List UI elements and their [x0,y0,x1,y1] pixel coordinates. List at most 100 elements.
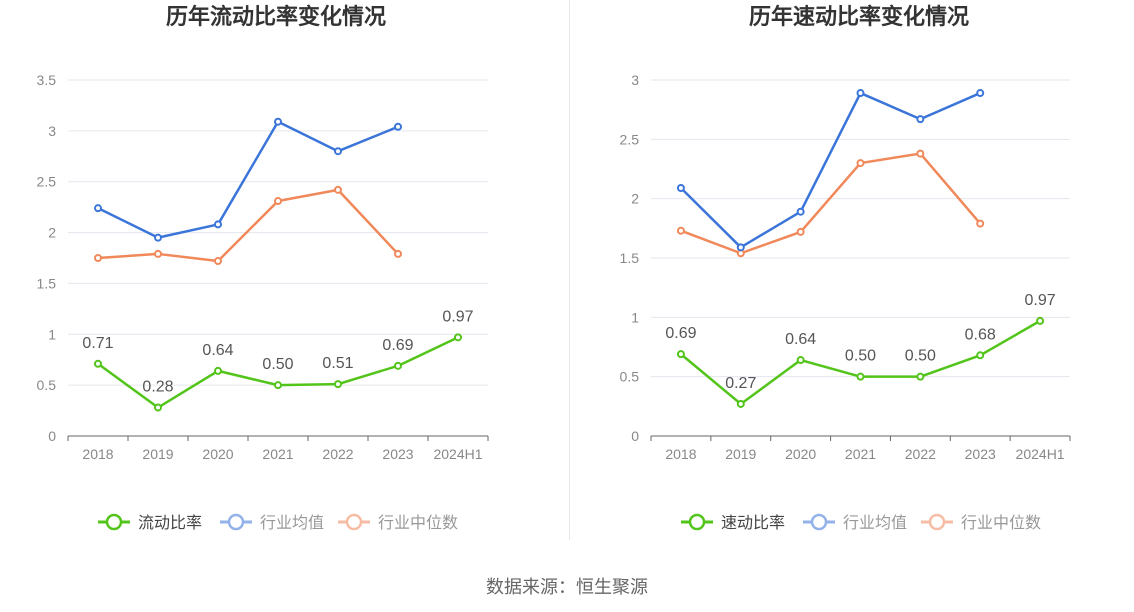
data-point [976,351,985,360]
data-point [274,197,282,206]
x-tick-label: 2021 [262,446,293,462]
y-tick-label: 0 [631,428,639,444]
series-line [97,120,399,239]
legend-item[interactable]: 速动比率 [681,513,785,532]
x-tick-label: 2019 [142,446,173,462]
data-point [154,403,162,412]
y-tick-label: 1.5 [620,250,640,266]
data-label: 0.64 [202,342,233,359]
data-point [916,149,925,158]
legend-label: 行业中位数 [961,513,1041,532]
data-point [394,122,402,131]
data-point [214,257,222,266]
legend-swatch-circle [928,513,946,531]
y-tick-label: 0.5 [37,377,57,393]
data-point [334,185,342,194]
legend-swatch-circle [810,513,828,531]
y-tick-label: 3 [48,123,56,139]
data-point [796,207,805,216]
data-point [976,89,985,98]
data-point [676,350,685,359]
legend-item[interactable]: 流动比率 [98,513,202,532]
series-line [680,91,981,249]
legend-swatch-circle [688,513,706,531]
data-point [916,372,925,381]
data-source-note: 数据来源：恒生聚源 [486,577,648,598]
data-label: 0.68 [965,326,996,343]
chart-title: 历年速动比率变化情况 [749,4,969,30]
data-label: 0.50 [262,356,293,373]
x-tick-label: 2024H1 [433,446,482,462]
y-tick-label: 1 [48,326,56,342]
legend-label: 速动比率 [721,513,785,532]
data-point [94,204,102,213]
legend-item[interactable]: 行业中位数 [338,513,458,532]
data-point [796,227,805,236]
data-point [676,183,685,192]
x-tick-label: 2023 [382,446,413,462]
data-label: 0.69 [665,325,696,342]
data-point [94,359,102,368]
legend-label: 行业中位数 [378,513,458,532]
data-point [1036,316,1045,325]
data-label: 0.69 [382,337,413,354]
y-tick-label: 2.5 [37,174,57,190]
y-tick-label: 2 [48,225,56,241]
data-label: 0.71 [82,335,113,352]
data-point [856,89,865,98]
x-tick-label: 2019 [725,446,756,462]
legend-label: 行业均值 [260,513,324,532]
y-tick-label: 1.5 [37,275,57,291]
data-point [856,372,865,381]
data-point [274,381,282,390]
data-point [976,219,985,228]
legend-swatch-circle [105,513,123,531]
data-point [214,366,222,375]
chart-title: 历年流动比率变化情况 [166,4,386,30]
y-tick-label: 3.5 [37,72,57,88]
legend-swatch-circle [227,513,245,531]
data-point [796,356,805,365]
y-tick-label: 3 [631,72,639,88]
series-line [97,188,399,263]
y-tick-label: 2.5 [620,131,640,147]
legend-item[interactable]: 行业均值 [220,513,324,532]
data-point [154,249,162,258]
data-label: 0.97 [1025,292,1056,309]
x-tick-label: 2020 [785,446,816,462]
legend-label: 行业均值 [843,513,907,532]
y-tick-label: 1 [631,309,639,325]
x-tick-label: 2022 [905,446,936,462]
data-point [736,399,745,408]
data-point [394,361,402,370]
data-label: 0.27 [725,375,756,392]
data-point [736,243,745,252]
x-tick-label: 2023 [965,446,996,462]
data-point [454,333,462,342]
data-label: 0.28 [142,379,173,396]
series-line [680,152,982,255]
quick-ratio-chart: 历年速动比率变化情况 0 0.5 1 1.5 2 2.5 3 2018 2019 2020 2021 2… [620,4,1071,532]
data-label: 0.64 [785,331,816,348]
x-tick-label: 2021 [845,446,876,462]
data-point [154,233,162,242]
data-point [94,254,102,262]
data-label: 0.50 [905,348,936,365]
x-tick-label: 2020 [202,446,233,462]
y-tick-label: 0 [48,428,56,444]
legend-label: 流动比率 [138,513,202,532]
y-tick-label: 2 [631,191,639,207]
panel-divider [569,0,570,540]
data-point [394,249,402,258]
x-tick-label: 2022 [322,446,353,462]
legend-item[interactable]: 行业中位数 [921,513,1041,532]
legend-item[interactable]: 行业均值 [803,513,907,532]
data-point [676,226,685,235]
data-point [214,220,222,229]
y-tick-label: 0.5 [620,369,640,385]
data-point [334,147,342,156]
legend-swatch-circle [345,513,363,531]
x-tick-label: 2024H1 [1016,446,1065,462]
chart-panel-quick-ratio: 历年速动比率变化情况 0 0.5 1 1.5 2 2.5 3 2018 2019 2020 2021 2… [567,0,1134,545]
